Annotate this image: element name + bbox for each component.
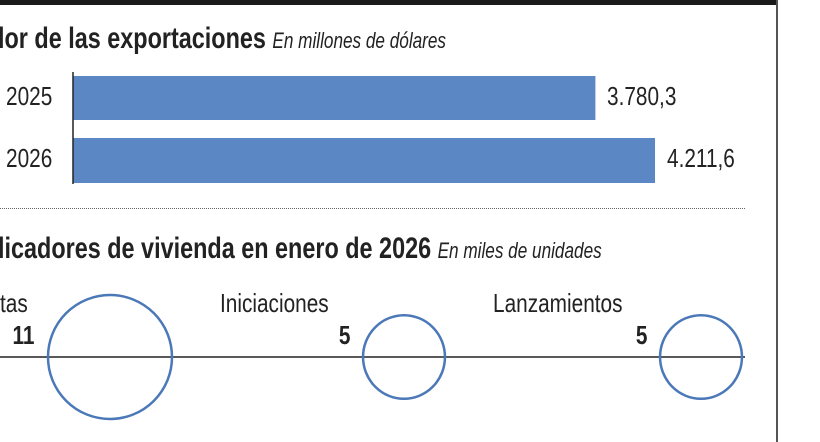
bar-category-label: 2026: [6, 143, 53, 173]
right-border: [776, 0, 778, 442]
bubble-category-label: tas: [0, 288, 28, 318]
bubble-value-label: 5: [338, 320, 350, 350]
housing-subtitle: En miles de unidades: [437, 238, 602, 263]
housing-title: licadores de vivienda en enero de 2026: [0, 232, 432, 265]
bubble-value-label: 11: [12, 320, 34, 350]
bubble-category-label: Lanzamientos: [493, 288, 623, 318]
bar-2025: [73, 76, 596, 120]
bar-2026: [73, 138, 655, 183]
section-divider: [0, 208, 745, 209]
exports-title-block: lor de las exportaciones En millones de …: [0, 22, 572, 56]
exports-subtitle: En millones de dólares: [272, 28, 447, 53]
top-bar: [0, 0, 778, 5]
bar-value-label: 4.211,6: [667, 143, 735, 173]
housing-title-block: licadores de vivienda en enero de 2026 E…: [0, 232, 772, 266]
bubble-0: [46, 293, 174, 421]
bubble-2: [658, 313, 744, 401]
bubble-category-label: Iniciaciones: [220, 288, 329, 318]
bubble-value-label: 5: [635, 320, 647, 350]
exports-title: lor de las exportaciones: [0, 22, 266, 55]
bubble-1: [361, 313, 447, 401]
bar-category-label: 2025: [6, 81, 53, 111]
bar-value-label: 3.780,3: [607, 81, 677, 111]
